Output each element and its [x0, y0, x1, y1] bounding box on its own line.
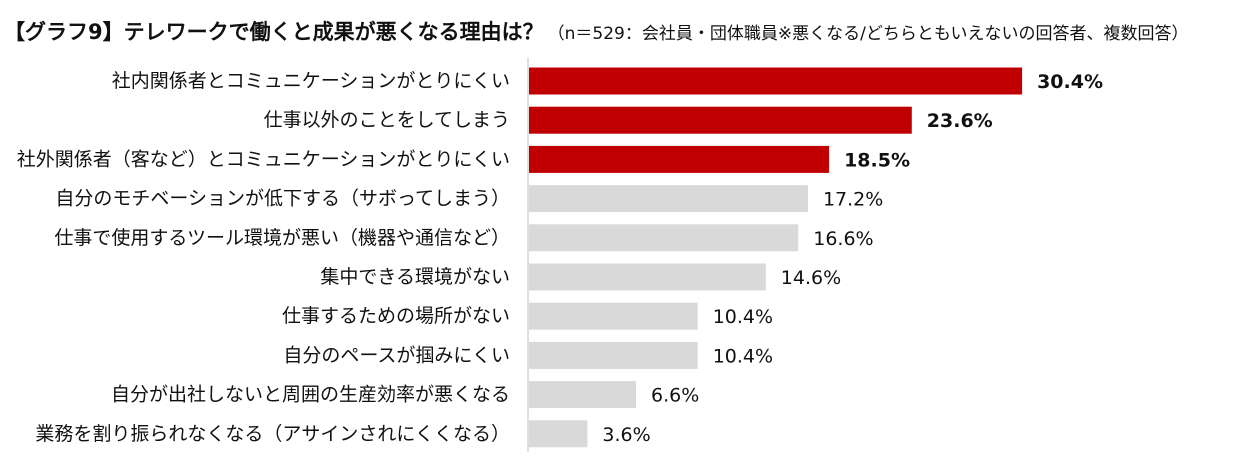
data-label: 10.4% [713, 345, 773, 367]
data-label: 30.4% [1037, 71, 1103, 93]
category-label: 業務を割り振られなくなる（アサインされにくくなる） [35, 423, 510, 445]
category-label: 仕事するための場所がない [282, 305, 510, 327]
category-label: 仕事以外のことをしてしまう [264, 109, 510, 131]
category-label: 社外関係者（客など）とコミュニケーションがとりにくい [17, 148, 510, 170]
bar [529, 67, 1023, 95]
data-label: 16.6% [813, 228, 873, 250]
data-label: 3.6% [602, 424, 650, 446]
data-label: 23.6% [927, 110, 993, 132]
bar [529, 224, 799, 252]
data-label: 10.4% [713, 306, 773, 328]
category-label: 自分が出社しないと周囲の生産効率が悪くなる [111, 384, 510, 406]
category-label: 社内関係者とコミュニケーションがとりにくい [112, 70, 510, 92]
category-label: 仕事で使用するツール環境が悪い（機器や通信など） [54, 227, 510, 249]
category-label: 自分のペースが掴みにくい [283, 344, 510, 366]
bar [529, 106, 912, 134]
bar [529, 381, 637, 409]
bar [529, 185, 808, 213]
bar [529, 302, 698, 330]
data-label: 18.5% [844, 149, 910, 171]
category-label: 集中できる環境がない [320, 266, 510, 288]
bar [529, 420, 588, 448]
chart-subtitle: （n＝529：会社員・団体職員※悪くなる/どちらともいえないの回答者、複数回答） [547, 24, 1189, 44]
data-label: 14.6% [781, 267, 841, 289]
data-label: 17.2% [823, 189, 883, 211]
data-label: 6.6% [651, 385, 699, 407]
chart-title: 【グラフ9】テレワークで働くと成果が悪くなる理由は？ [4, 20, 544, 44]
bar [529, 341, 698, 369]
bar [529, 145, 830, 173]
bar [529, 263, 766, 291]
chart-title-row: 【グラフ9】テレワークで働くと成果が悪くなる理由は？ （n＝529：会社員・団体職… [4, 16, 1188, 46]
category-label: 自分のモチベーションが低下する（サボってしまう） [55, 188, 510, 210]
